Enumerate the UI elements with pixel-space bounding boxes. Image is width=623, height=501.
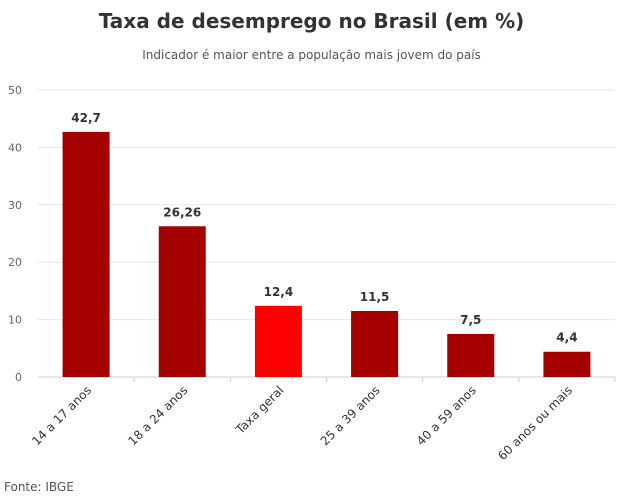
data-label: 12,4 bbox=[264, 285, 294, 299]
x-tick-label: Taxa geral bbox=[232, 383, 286, 437]
source-note: Fonte: IBGE bbox=[4, 480, 74, 494]
x-tick-label: 60 anos ou mais bbox=[495, 383, 575, 463]
bar bbox=[62, 131, 110, 377]
bar bbox=[447, 333, 495, 377]
y-tick-label: 20 bbox=[8, 256, 22, 269]
data-label: 11,5 bbox=[360, 290, 390, 304]
x-tick-label: 18 a 24 anos bbox=[125, 383, 190, 448]
x-tick-label: 14 a 17 anos bbox=[29, 383, 94, 448]
x-tick-label: 40 a 59 anos bbox=[414, 383, 479, 448]
data-label: 26,26 bbox=[163, 205, 201, 219]
bar bbox=[158, 226, 206, 377]
chart-title: Taxa de desemprego no Brasil (em %) bbox=[98, 9, 525, 33]
data-label: 4,4 bbox=[556, 331, 577, 345]
data-label: 42,7 bbox=[71, 111, 101, 125]
y-tick-label: 50 bbox=[8, 84, 22, 97]
bar bbox=[254, 305, 302, 377]
data-label: 7,5 bbox=[460, 313, 481, 327]
y-tick-label: 0 bbox=[15, 371, 22, 384]
bar bbox=[351, 310, 399, 377]
y-tick-label: 30 bbox=[8, 199, 22, 212]
bar bbox=[543, 351, 591, 377]
y-tick-label: 10 bbox=[8, 314, 22, 327]
chart-subtitle: Indicador é maior entre a população mais… bbox=[142, 48, 481, 62]
x-tick-label: 25 a 39 anos bbox=[318, 383, 383, 448]
y-tick-label: 40 bbox=[8, 141, 22, 154]
